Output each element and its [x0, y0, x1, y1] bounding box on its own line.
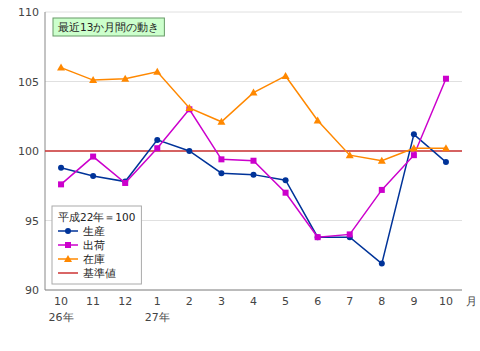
point	[58, 165, 64, 171]
x-tick-label: 8	[378, 295, 385, 308]
point	[442, 144, 450, 151]
x-tick-label: 9	[410, 295, 417, 308]
x-tick-label: 1	[154, 295, 161, 308]
point	[443, 159, 449, 165]
point	[283, 190, 289, 196]
point	[121, 75, 129, 82]
y-tick-label: 95	[25, 215, 39, 228]
point	[251, 158, 257, 164]
x-tick-label: 2	[186, 295, 193, 308]
point	[378, 157, 386, 164]
point	[57, 64, 65, 71]
point	[185, 104, 193, 111]
point	[315, 234, 321, 240]
legend-label: 出荷	[83, 239, 105, 251]
grid-line	[45, 290, 462, 291]
point	[250, 89, 258, 96]
legend-label: 生産	[83, 225, 105, 237]
y-tick-label: 100	[18, 145, 39, 158]
point	[379, 187, 385, 193]
x-tick-label: 10	[54, 295, 68, 308]
year-label: 26年	[49, 311, 74, 324]
point	[411, 131, 417, 137]
point	[411, 152, 417, 158]
year-label: 27年	[145, 311, 170, 324]
series-line	[61, 68, 446, 161]
x-tick-label: 11	[86, 295, 100, 308]
annotation: 最近13か月間の動き	[58, 21, 159, 33]
point	[314, 116, 322, 123]
baseline	[45, 150, 462, 152]
x-axis	[45, 290, 462, 291]
x-tick-label: 5	[282, 295, 289, 308]
point	[218, 156, 224, 162]
point	[122, 180, 128, 186]
point	[283, 177, 289, 183]
point	[89, 76, 97, 83]
point	[218, 170, 224, 176]
point	[154, 145, 160, 151]
x-tick-label: 4	[250, 295, 257, 308]
point	[282, 72, 290, 79]
legend-title: 平成22年＝100	[58, 211, 135, 223]
grid-line	[45, 12, 462, 13]
point	[251, 172, 257, 178]
point	[186, 148, 192, 154]
legend-marker	[65, 228, 71, 234]
y-tick-label: 105	[18, 76, 39, 89]
annotation-frame	[53, 18, 164, 36]
grid-line	[45, 81, 462, 82]
legend-swatch	[58, 272, 78, 274]
x-tick-label: 7	[346, 295, 353, 308]
legend-label: 在庫	[83, 253, 105, 265]
x-tick-label: 10	[439, 295, 453, 308]
point	[58, 181, 64, 187]
x-tick-label: 12	[118, 295, 132, 308]
legend: 平成22年＝100 生産出荷在庫基準値	[52, 206, 141, 284]
point	[90, 154, 96, 160]
point	[90, 173, 96, 179]
legend-marker	[65, 242, 71, 248]
point	[154, 137, 160, 143]
grid-line	[45, 151, 462, 152]
y-tick-label: 90	[25, 284, 39, 297]
point	[347, 231, 353, 237]
point	[346, 151, 354, 158]
chart: 90951001051101011121234567891026年27年月最近1…	[0, 0, 480, 351]
x-tick-label: 6	[314, 295, 321, 308]
annotation-box: 最近13か月間の動き	[53, 18, 164, 36]
legend-label: 基準値	[83, 267, 116, 279]
x-unit-label: 月	[466, 295, 477, 308]
x-tick-label: 3	[218, 295, 225, 308]
y-tick-label: 110	[18, 6, 39, 19]
point	[217, 118, 225, 125]
point	[315, 234, 321, 240]
legend-frame	[52, 206, 141, 284]
legend-marker	[64, 255, 72, 262]
point	[153, 68, 161, 75]
point	[410, 144, 418, 151]
point	[379, 261, 385, 267]
point	[443, 76, 449, 82]
